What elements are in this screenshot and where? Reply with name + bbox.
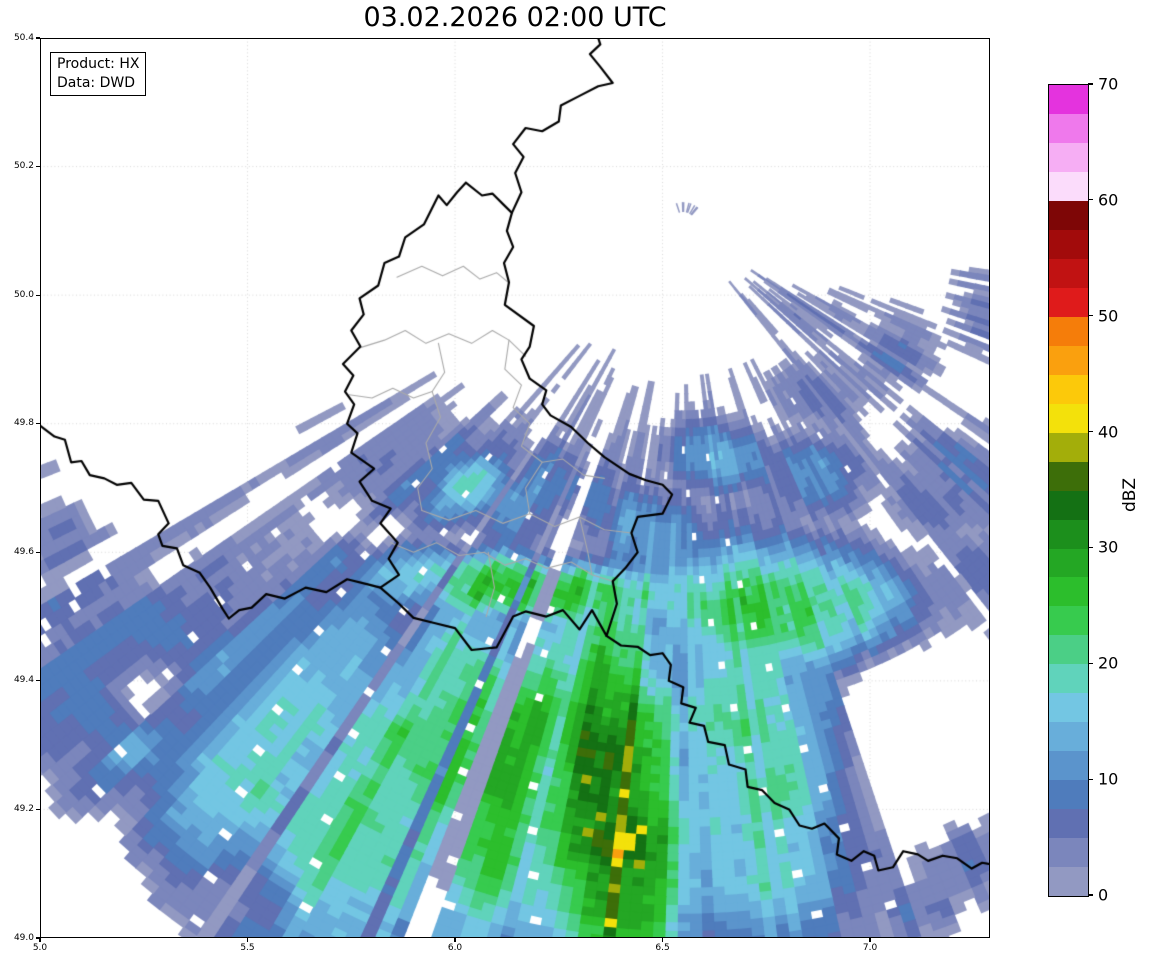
x-tick-label: 6.5	[655, 943, 670, 953]
colorbar-cell	[1049, 345, 1088, 375]
colorbar-cell	[1049, 142, 1088, 172]
y-tick-label: 50.2	[13, 161, 34, 172]
y-tick-mark	[36, 294, 40, 296]
y-tick-mark	[36, 165, 40, 168]
y-tick-mark	[36, 37, 40, 39]
colorbar-tick-label: 60	[1098, 190, 1119, 210]
colorbar-cell	[1049, 113, 1088, 143]
colorbar-tick-label: 0	[1098, 885, 1109, 905]
colorbar-cell	[1049, 867, 1088, 897]
x-tick-label: 6.0	[447, 943, 463, 953]
y-tick-label: 49.6	[13, 546, 34, 557]
colorbar-cell	[1049, 403, 1088, 433]
colorbar-cell	[1049, 85, 1088, 114]
colorbar-cell	[1049, 664, 1088, 694]
x-tick-mark	[39, 938, 41, 942]
colorbar-tick-mark	[1088, 546, 1093, 549]
colorbar-tick-mark	[1088, 315, 1093, 317]
colorbar-cell	[1049, 780, 1088, 810]
y-tick-label: 50.0	[13, 289, 34, 300]
page-title: 03.02.2026 02:00 UTC	[363, 2, 667, 33]
colorbar-tick-label: 50	[1098, 306, 1119, 326]
colorbar-label: dBZ	[1120, 477, 1140, 513]
colorbar-cell	[1049, 229, 1088, 259]
x-tick-mark	[454, 938, 456, 942]
colorbar-tick-label: 10	[1098, 769, 1119, 789]
data-source-label: Data: DWD	[57, 74, 135, 91]
colorbar	[1048, 84, 1089, 897]
colorbar-cell	[1049, 461, 1088, 491]
colorbar-cell	[1049, 722, 1088, 752]
colorbar-tick-label: 40	[1098, 422, 1119, 442]
colorbar-cell	[1049, 432, 1088, 462]
colorbar-tick-mark	[1088, 83, 1093, 85]
colorbar-cell	[1049, 606, 1088, 636]
y-tick-label: 49.8	[13, 418, 34, 429]
colorbar-tick-label: 70	[1098, 74, 1119, 94]
colorbar-tick-mark	[1088, 894, 1093, 896]
colorbar-cell	[1049, 751, 1088, 781]
colorbar-cell	[1049, 258, 1088, 288]
colorbar-cell	[1049, 635, 1088, 665]
y-tick-mark	[36, 680, 40, 682]
x-tick-mark	[661, 938, 664, 942]
x-tick-label: 7.0	[862, 943, 878, 953]
colorbar-tick-label: 30	[1098, 537, 1119, 557]
x-tick-label: 5.5	[240, 943, 255, 953]
y-tick-mark	[36, 937, 40, 939]
map-plot	[40, 38, 990, 938]
y-tick-label: 49.2	[13, 803, 34, 814]
colorbar-cell	[1049, 577, 1088, 607]
colorbar-tick-mark	[1088, 778, 1093, 780]
colorbar-cell	[1049, 287, 1088, 317]
colorbar-tick-mark	[1088, 662, 1093, 664]
colorbar-cell	[1049, 548, 1088, 578]
colorbar-cell	[1049, 316, 1088, 346]
colorbar-cell	[1049, 809, 1088, 839]
colorbar-cell	[1049, 171, 1088, 201]
radar-map-canvas	[40, 38, 990, 938]
colorbar-tick-label: 20	[1098, 653, 1119, 673]
colorbar-cell	[1049, 693, 1088, 723]
y-tick-label: 50.4	[13, 32, 34, 43]
colorbar-tick-mark	[1088, 199, 1093, 201]
colorbar-cell	[1049, 519, 1088, 549]
x-tick-mark	[246, 938, 249, 942]
y-tick-mark	[36, 551, 40, 553]
product-annotation-box: Product: HX Data: DWD	[50, 52, 147, 96]
x-tick-label: 5.0	[32, 943, 48, 953]
product-label: Product: HX	[57, 56, 140, 72]
y-tick-mark	[36, 808, 40, 811]
y-tick-label: 49.4	[13, 675, 34, 686]
colorbar-cell	[1049, 374, 1088, 404]
colorbar-cell	[1049, 200, 1088, 230]
colorbar-tick-mark	[1088, 430, 1093, 433]
colorbar-cell	[1049, 490, 1088, 520]
y-tick-mark	[36, 423, 40, 425]
colorbar-cell	[1049, 838, 1088, 868]
y-tick-label: 49.0	[13, 932, 34, 943]
x-tick-mark	[869, 938, 871, 942]
